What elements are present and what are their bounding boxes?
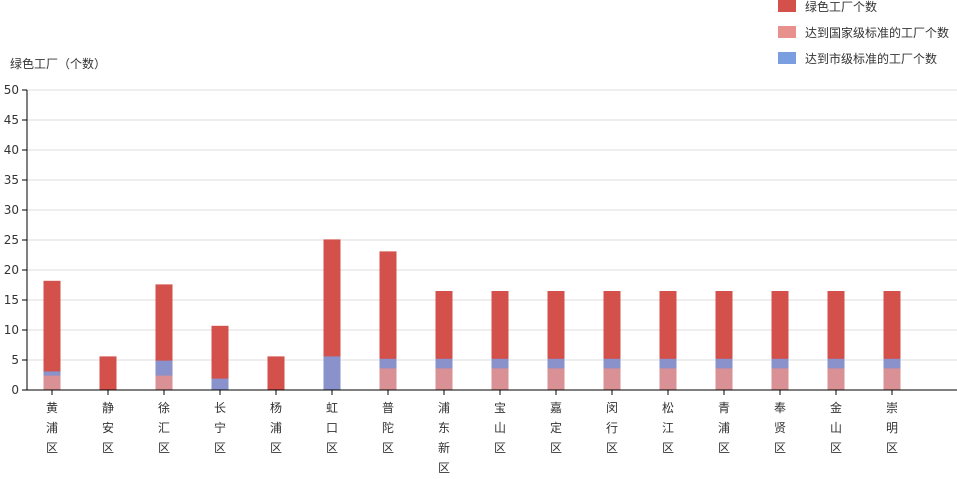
y-tick-label: 45 [4, 113, 19, 127]
x-category-label: 静安区 [102, 401, 114, 455]
x-category-label: 嘉定区 [550, 401, 562, 455]
bar-national-12 [659, 368, 677, 390]
x-category-label: 青浦区 [718, 401, 730, 455]
legend-swatch [778, 0, 796, 12]
x-category-label: 闵行区 [606, 400, 618, 455]
x-category-label: 虹口区 [326, 401, 338, 455]
y-tick-label: 40 [4, 143, 19, 157]
legend-swatch [778, 52, 796, 64]
x-category-label: 奉贤区 [774, 401, 786, 455]
bar-national-9 [491, 368, 509, 390]
bar-national-15 [827, 368, 845, 390]
bar-total-4 [211, 325, 229, 390]
legend-label: 达到国家级标准的工厂个数 [805, 25, 949, 40]
bar-municipal-4 [211, 378, 229, 390]
bar-national-10 [547, 368, 565, 390]
bar-national-3 [155, 375, 173, 390]
x-category-label: 松江区 [662, 401, 674, 455]
bar-total-5 [267, 356, 285, 390]
y-tick-label: 25 [4, 233, 19, 247]
bar-total-6 [323, 239, 341, 390]
y-axis-label: 绿色工厂（个数） [10, 56, 106, 71]
bar-national-1 [43, 375, 61, 390]
bar-national-8 [435, 368, 453, 390]
bar-national-11 [603, 368, 621, 390]
y-tick-label: 15 [4, 293, 19, 307]
bar-municipal-6 [323, 356, 341, 390]
y-tick-label: 0 [11, 383, 19, 397]
bar-national-16 [883, 368, 901, 390]
bar-national-14 [771, 368, 789, 390]
x-category-label: 崇明区 [886, 401, 898, 455]
bar-total-2 [99, 356, 117, 390]
y-tick-label: 50 [4, 83, 19, 97]
legend-label: 达到市级标准的工厂个数 [805, 51, 937, 66]
bar-national-7 [379, 368, 397, 390]
x-category-label: 普陀区 [382, 401, 394, 455]
bar-national-13 [715, 368, 733, 390]
y-tick-labels: 0 5 10 15 20 25 30 35 40 45 50 [4, 83, 19, 397]
gridlines [27, 89, 957, 361]
axes [22, 89, 957, 395]
x-category-label: 杨浦区 [270, 400, 282, 455]
x-category-labels: 黄浦区 静安区 徐汇区 长宁区 杨浦区 虹口区 普陀区 浦东新区 宝山区 嘉定区 闵行区 松江区 青浦区… [46, 400, 898, 475]
y-tick-label: 5 [11, 353, 19, 367]
bar-total-1 [43, 280, 61, 390]
x-category-label: 浦东新区 [438, 401, 450, 475]
x-category-label: 宝山区 [494, 401, 506, 455]
y-tick-label: 35 [4, 173, 19, 187]
y-tick-label: 30 [4, 203, 19, 217]
y-tick-label: 10 [4, 323, 19, 337]
legend-label: 绿色工厂个数 [805, 0, 877, 14]
x-category-label: 黄浦区 [46, 401, 58, 455]
y-tick-label: 20 [4, 263, 19, 277]
bars [43, 239, 901, 390]
legend-swatch [778, 26, 796, 38]
x-category-label: 长宁区 [214, 401, 226, 455]
x-category-label: 金山区 [830, 400, 842, 455]
x-category-label: 徐汇区 [158, 400, 170, 455]
bar-total-7 [379, 251, 397, 390]
